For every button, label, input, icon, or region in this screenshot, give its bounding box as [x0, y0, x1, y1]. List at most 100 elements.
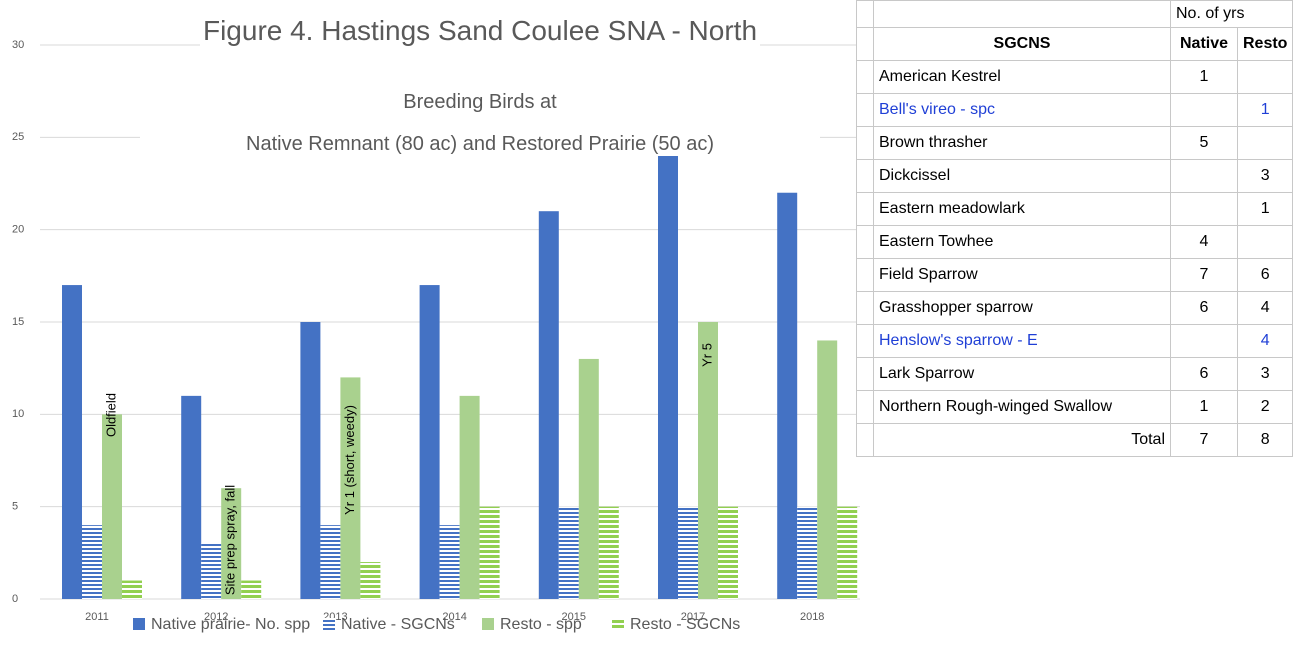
bar — [658, 155, 678, 600]
resto-count: 4 — [1236, 324, 1294, 358]
bar — [340, 377, 361, 599]
resto-count: 1 — [1236, 93, 1294, 127]
cell — [873, 0, 1171, 28]
annotation: Yr 5 — [699, 343, 714, 367]
bar — [698, 322, 718, 599]
species: Eastern meadowlark — [873, 192, 1171, 226]
bar — [578, 358, 599, 599]
total-label: Total — [873, 423, 1171, 457]
y-tick-label: 15 — [12, 316, 24, 328]
resto-count: 2 — [1236, 390, 1294, 424]
cell — [856, 324, 874, 358]
native-count — [1170, 159, 1238, 193]
cell — [856, 390, 874, 424]
native-count: 1 — [1170, 60, 1238, 94]
native-count: 4 — [1170, 225, 1238, 259]
bar — [419, 285, 440, 599]
table-row: Eastern meadowlark 1 — [856, 192, 1294, 226]
cell — [856, 225, 874, 259]
bar — [201, 543, 222, 599]
annotation: Site prep spray, fall — [223, 485, 238, 595]
bar — [837, 506, 858, 599]
resto-count — [1236, 225, 1294, 259]
cell — [856, 93, 874, 127]
column-header: Resto — [1236, 27, 1294, 61]
annotation: Yr 1 (short, weedy) — [342, 405, 357, 515]
table-row: Lark Sparrow 6 3 — [856, 357, 1294, 391]
native-count — [1170, 192, 1238, 226]
native-count — [1170, 324, 1238, 358]
cell — [856, 0, 874, 28]
cell — [856, 357, 874, 391]
chart-subtitle: Breeding Birds at — [140, 91, 820, 114]
bar — [300, 322, 321, 599]
legend-swatch — [323, 618, 335, 630]
native-count: 5 — [1170, 126, 1238, 160]
bar — [221, 488, 242, 599]
resto-count: 1 — [1236, 192, 1294, 226]
bar — [122, 580, 142, 599]
y-tick-label: 10 — [12, 408, 24, 420]
native-count: 1 — [1170, 390, 1238, 424]
bar — [479, 506, 500, 599]
sgcn-table: No. of yrs SGCNS Native Resto American Kestr… — [856, 0, 1294, 457]
resto-count: 4 — [1236, 291, 1294, 325]
bar — [62, 285, 82, 599]
bar — [797, 506, 818, 599]
bar — [360, 562, 381, 599]
bar — [439, 525, 460, 599]
legend-swatch — [133, 618, 145, 630]
cell — [856, 258, 874, 292]
x-tick-label: 2014 — [442, 611, 466, 623]
table-row: Brown thrasher 5 — [856, 126, 1294, 160]
cell — [856, 126, 874, 160]
x-tick-label: 2012 — [204, 611, 228, 623]
species: Dickcissel — [873, 159, 1171, 193]
resto-count — [1236, 126, 1294, 160]
table-row: Eastern Towhee 4 — [856, 225, 1294, 259]
legend-label: Native prairie- No. spp — [151, 616, 310, 633]
cell — [856, 159, 874, 193]
cell — [856, 291, 874, 325]
native-count — [1170, 93, 1238, 127]
bar — [459, 395, 480, 599]
y-tick-label: 30 — [12, 39, 24, 51]
table-row: Northern Rough-winged Swallow 1 2 — [856, 390, 1294, 424]
species: Brown thrasher — [873, 126, 1171, 160]
bar — [538, 211, 559, 599]
y-tick-label: 25 — [12, 131, 24, 143]
bar — [241, 580, 262, 599]
bar — [558, 506, 579, 599]
x-tick-label: 2015 — [562, 611, 586, 623]
native-count: 6 — [1170, 291, 1238, 325]
bar — [817, 340, 838, 599]
species: Lark Sparrow — [873, 357, 1171, 391]
bar — [598, 506, 619, 599]
species: Grasshopper sparrow — [873, 291, 1171, 325]
species: Field Sparrow — [873, 258, 1171, 292]
legend-swatch — [482, 618, 494, 630]
table-row: Grasshopper sparrow 6 4 — [856, 291, 1294, 325]
total-row: Total 7 8 — [856, 423, 1294, 457]
cell — [856, 192, 874, 226]
bar — [718, 506, 738, 599]
y-tick-label: 20 — [12, 224, 24, 236]
chart-title: Figure 4. Hastings Sand Coulee SNA - Nor… — [200, 10, 760, 52]
group-header: No. of yrs — [1169, 0, 1294, 28]
column-header: Native — [1170, 27, 1238, 61]
native-count: 6 — [1170, 357, 1238, 391]
cell — [856, 423, 874, 457]
bar — [678, 506, 698, 599]
x-tick-label: 2017 — [681, 611, 705, 623]
table-row: Bell's vireo - spc 1 — [856, 93, 1294, 127]
header-row: SGCNS Native Resto — [856, 27, 1294, 61]
cell — [856, 27, 874, 61]
species: Northern Rough-winged Swallow — [873, 390, 1171, 424]
resto-count: 6 — [1236, 258, 1294, 292]
y-tick-label: 0 — [12, 593, 18, 605]
native-total: 7 — [1170, 423, 1238, 457]
species: Henslow's sparrow - E — [873, 324, 1171, 358]
annotation: Oldfield — [103, 393, 118, 437]
resto-total: 8 — [1236, 423, 1294, 457]
